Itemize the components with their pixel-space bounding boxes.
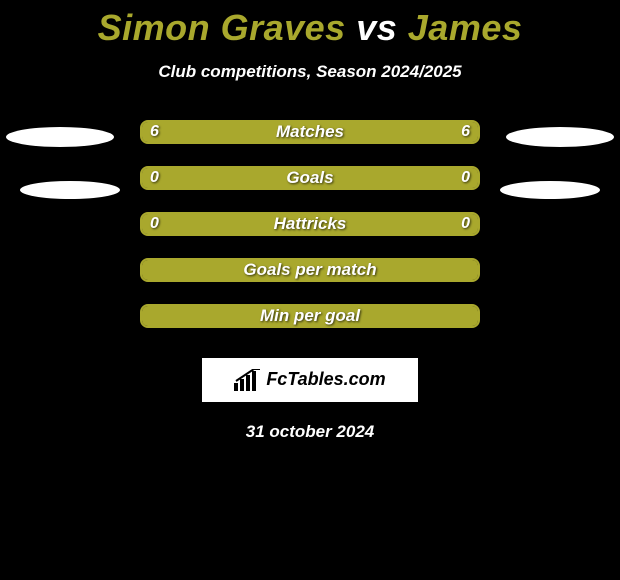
player2-name: James xyxy=(408,7,523,48)
brand-text: FcTables.com xyxy=(266,369,385,390)
stat-label: Goals per match xyxy=(140,258,480,282)
stat-label: Hattricks xyxy=(140,212,480,236)
subtitle: Club competitions, Season 2024/2025 xyxy=(0,62,620,82)
stat-row: Min per goal xyxy=(0,304,620,350)
player1-name: Simon Graves xyxy=(98,7,346,48)
stat-label: Matches xyxy=(140,120,480,144)
page-title: Simon Graves vs James xyxy=(0,0,620,48)
stat-row: Goals0 0 xyxy=(0,166,620,212)
footer-date: 31 october 2024 xyxy=(0,422,620,442)
stat-value-left: 6 xyxy=(150,120,159,144)
stat-row: Matches6 6 xyxy=(0,120,620,166)
brand-chart-icon xyxy=(234,369,260,391)
stat-label: Min per goal xyxy=(140,304,480,328)
stat-value-left: 0 xyxy=(150,212,159,236)
vs-text: vs xyxy=(356,7,397,48)
stat-value-right: 0 xyxy=(461,166,470,190)
stat-bars: Matches66Goals00Hattricks00Goals per mat… xyxy=(0,120,620,350)
root: Simon Graves vs James Club competitions,… xyxy=(0,0,620,580)
stat-value-right: 6 xyxy=(461,120,470,144)
stat-value-left: 0 xyxy=(150,166,159,190)
stat-row: Hattricks0 0 xyxy=(0,212,620,258)
stat-value-right: 0 xyxy=(461,212,470,236)
brand-box: FcTables.com xyxy=(202,358,418,402)
stat-label: Goals xyxy=(140,166,480,190)
stat-row: Goals per match xyxy=(0,258,620,304)
